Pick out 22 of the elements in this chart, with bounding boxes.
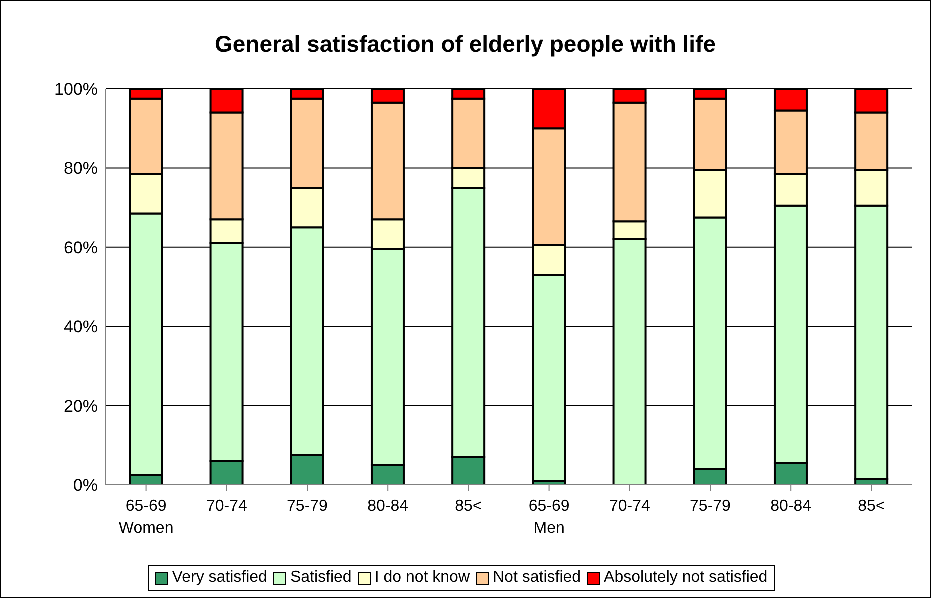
y-tick-label: 0% xyxy=(73,476,98,496)
legend-label: Satisfied xyxy=(289,569,352,587)
x-tick-label: 70-74 xyxy=(609,498,650,515)
y-tick-label: 100% xyxy=(54,80,98,100)
legend-label: Absolutely not satisfied xyxy=(603,569,768,587)
y-tick-label: 60% xyxy=(64,238,98,258)
x-tick-label: 75-79 xyxy=(690,498,732,515)
y-tick-label: 80% xyxy=(64,159,98,178)
x-tick-label: 70-74 xyxy=(206,498,248,515)
x-tick-label: 80-84 xyxy=(770,498,812,515)
legend-label: I do not know xyxy=(374,569,470,587)
x-tick-label: 80-84 xyxy=(368,498,409,515)
legend-label: Very satisfied xyxy=(171,569,268,587)
y-tick-label: 40% xyxy=(64,318,98,337)
chart-title: General satisfaction of elderly people with life xyxy=(214,31,717,59)
x-tick-label: 65-69 Men xyxy=(528,498,570,537)
legend-label: Not satisfied xyxy=(492,569,582,587)
x-tick-label: 75-79 xyxy=(287,498,328,515)
y-tick-label: 20% xyxy=(64,396,98,416)
x-tick-label: 85< xyxy=(455,498,482,515)
x-tick-label: 85< xyxy=(858,498,886,515)
x-tick-label: 65-69 Women xyxy=(118,498,174,537)
